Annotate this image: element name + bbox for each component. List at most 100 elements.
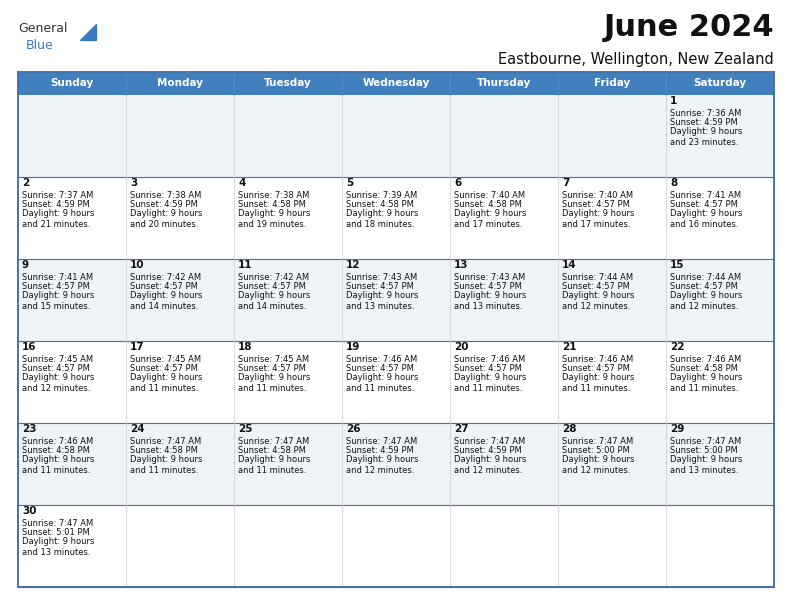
Text: 26: 26 bbox=[346, 424, 360, 434]
Text: Sunset: 4:57 PM: Sunset: 4:57 PM bbox=[238, 282, 306, 291]
Text: Sunset: 4:58 PM: Sunset: 4:58 PM bbox=[346, 200, 414, 209]
Text: Sunset: 4:57 PM: Sunset: 4:57 PM bbox=[562, 200, 630, 209]
Text: Sunset: 4:59 PM: Sunset: 4:59 PM bbox=[670, 118, 738, 127]
Text: Sunrise: 7:47 AM: Sunrise: 7:47 AM bbox=[346, 437, 417, 446]
Text: Sunset: 4:57 PM: Sunset: 4:57 PM bbox=[130, 364, 198, 373]
Text: Sunset: 5:00 PM: Sunset: 5:00 PM bbox=[562, 446, 630, 455]
Text: Daylight: 9 hours
and 12 minutes.: Daylight: 9 hours and 12 minutes. bbox=[454, 455, 527, 475]
Text: Daylight: 9 hours
and 13 minutes.: Daylight: 9 hours and 13 minutes. bbox=[454, 291, 527, 311]
Text: Daylight: 9 hours
and 21 minutes.: Daylight: 9 hours and 21 minutes. bbox=[22, 209, 94, 229]
Text: 28: 28 bbox=[562, 424, 577, 434]
Text: Sunrise: 7:44 AM: Sunrise: 7:44 AM bbox=[562, 273, 633, 282]
Text: 5: 5 bbox=[346, 178, 353, 188]
Text: General: General bbox=[18, 22, 67, 35]
Text: Sunset: 4:59 PM: Sunset: 4:59 PM bbox=[454, 446, 522, 455]
Text: Sunrise: 7:38 AM: Sunrise: 7:38 AM bbox=[238, 191, 310, 200]
Text: Sunrise: 7:41 AM: Sunrise: 7:41 AM bbox=[22, 273, 93, 282]
Text: Daylight: 9 hours
and 12 minutes.: Daylight: 9 hours and 12 minutes. bbox=[346, 455, 418, 475]
Text: Thursday: Thursday bbox=[477, 78, 531, 89]
Text: Sunrise: 7:45 AM: Sunrise: 7:45 AM bbox=[238, 355, 309, 364]
Bar bbox=[18, 341, 126, 423]
Bar bbox=[18, 72, 126, 95]
Bar bbox=[234, 505, 342, 587]
Text: Sunrise: 7:43 AM: Sunrise: 7:43 AM bbox=[454, 273, 525, 282]
Bar bbox=[666, 259, 774, 341]
Text: Daylight: 9 hours
and 11 minutes.: Daylight: 9 hours and 11 minutes. bbox=[130, 455, 203, 475]
Text: Daylight: 9 hours
and 11 minutes.: Daylight: 9 hours and 11 minutes. bbox=[562, 373, 634, 393]
Text: 20: 20 bbox=[454, 342, 469, 352]
Text: Sunset: 4:57 PM: Sunset: 4:57 PM bbox=[454, 282, 522, 291]
Text: Daylight: 9 hours
and 12 minutes.: Daylight: 9 hours and 12 minutes. bbox=[562, 455, 634, 475]
Text: 29: 29 bbox=[670, 424, 684, 434]
Text: Sunset: 4:57 PM: Sunset: 4:57 PM bbox=[130, 282, 198, 291]
Text: Sunrise: 7:39 AM: Sunrise: 7:39 AM bbox=[346, 191, 417, 200]
Bar bbox=[342, 177, 450, 259]
Text: Sunrise: 7:47 AM: Sunrise: 7:47 AM bbox=[238, 437, 309, 446]
Text: Daylight: 9 hours
and 13 minutes.: Daylight: 9 hours and 13 minutes. bbox=[22, 537, 94, 557]
Text: Daylight: 9 hours
and 15 minutes.: Daylight: 9 hours and 15 minutes. bbox=[22, 291, 94, 311]
Text: Sunset: 4:58 PM: Sunset: 4:58 PM bbox=[130, 446, 198, 455]
Text: Sunrise: 7:40 AM: Sunrise: 7:40 AM bbox=[562, 191, 633, 200]
Bar bbox=[342, 341, 450, 423]
Text: 23: 23 bbox=[22, 424, 36, 434]
Text: Daylight: 9 hours
and 12 minutes.: Daylight: 9 hours and 12 minutes. bbox=[22, 373, 94, 393]
Text: Sunset: 4:57 PM: Sunset: 4:57 PM bbox=[454, 364, 522, 373]
Text: Sunset: 4:57 PM: Sunset: 4:57 PM bbox=[346, 282, 414, 291]
Bar bbox=[18, 505, 126, 587]
Bar bbox=[234, 95, 342, 177]
Text: 25: 25 bbox=[238, 424, 253, 434]
Bar bbox=[558, 95, 666, 177]
Text: Daylight: 9 hours
and 16 minutes.: Daylight: 9 hours and 16 minutes. bbox=[670, 209, 742, 229]
Bar bbox=[342, 423, 450, 505]
Text: Sunrise: 7:46 AM: Sunrise: 7:46 AM bbox=[670, 355, 741, 364]
Text: 10: 10 bbox=[130, 260, 144, 270]
Text: 12: 12 bbox=[346, 260, 360, 270]
Bar bbox=[558, 423, 666, 505]
Text: Sunrise: 7:47 AM: Sunrise: 7:47 AM bbox=[130, 437, 201, 446]
Bar bbox=[126, 95, 234, 177]
Bar bbox=[342, 72, 450, 95]
Bar bbox=[126, 177, 234, 259]
Bar bbox=[126, 259, 234, 341]
Bar bbox=[342, 95, 450, 177]
Bar bbox=[450, 423, 558, 505]
Text: Blue: Blue bbox=[26, 39, 54, 52]
Bar bbox=[234, 177, 342, 259]
Text: Daylight: 9 hours
and 11 minutes.: Daylight: 9 hours and 11 minutes. bbox=[346, 373, 418, 393]
Bar bbox=[666, 423, 774, 505]
Text: Sunset: 4:57 PM: Sunset: 4:57 PM bbox=[346, 364, 414, 373]
Bar bbox=[18, 423, 126, 505]
Text: Daylight: 9 hours
and 20 minutes.: Daylight: 9 hours and 20 minutes. bbox=[130, 209, 203, 229]
Text: Sunset: 5:00 PM: Sunset: 5:00 PM bbox=[670, 446, 738, 455]
Text: June 2024: June 2024 bbox=[604, 13, 774, 42]
Bar bbox=[126, 341, 234, 423]
Bar bbox=[558, 259, 666, 341]
Text: Sunset: 4:59 PM: Sunset: 4:59 PM bbox=[130, 200, 198, 209]
Text: Sunrise: 7:41 AM: Sunrise: 7:41 AM bbox=[670, 191, 741, 200]
Text: Sunrise: 7:45 AM: Sunrise: 7:45 AM bbox=[22, 355, 93, 364]
Text: Daylight: 9 hours
and 11 minutes.: Daylight: 9 hours and 11 minutes. bbox=[454, 373, 527, 393]
Text: Sunrise: 7:47 AM: Sunrise: 7:47 AM bbox=[562, 437, 634, 446]
Text: 24: 24 bbox=[130, 424, 145, 434]
Text: Daylight: 9 hours
and 11 minutes.: Daylight: 9 hours and 11 minutes. bbox=[670, 373, 742, 393]
Bar bbox=[126, 505, 234, 587]
Bar bbox=[234, 423, 342, 505]
Text: Sunrise: 7:46 AM: Sunrise: 7:46 AM bbox=[562, 355, 634, 364]
Bar bbox=[18, 72, 774, 587]
Text: Sunset: 4:58 PM: Sunset: 4:58 PM bbox=[238, 200, 306, 209]
Text: 30: 30 bbox=[22, 506, 36, 516]
Text: Friday: Friday bbox=[594, 78, 630, 89]
Text: 11: 11 bbox=[238, 260, 253, 270]
Text: 4: 4 bbox=[238, 178, 246, 188]
Text: 27: 27 bbox=[454, 424, 469, 434]
Text: Sunset: 4:58 PM: Sunset: 4:58 PM bbox=[670, 364, 738, 373]
Text: Sunrise: 7:37 AM: Sunrise: 7:37 AM bbox=[22, 191, 93, 200]
Text: Sunrise: 7:38 AM: Sunrise: 7:38 AM bbox=[130, 191, 201, 200]
Text: Sunset: 4:57 PM: Sunset: 4:57 PM bbox=[22, 282, 89, 291]
Text: Sunrise: 7:42 AM: Sunrise: 7:42 AM bbox=[238, 273, 309, 282]
Text: Sunrise: 7:40 AM: Sunrise: 7:40 AM bbox=[454, 191, 525, 200]
Bar bbox=[558, 177, 666, 259]
Text: Sunrise: 7:36 AM: Sunrise: 7:36 AM bbox=[670, 109, 741, 118]
Text: Sunrise: 7:47 AM: Sunrise: 7:47 AM bbox=[670, 437, 741, 446]
Text: 19: 19 bbox=[346, 342, 360, 352]
